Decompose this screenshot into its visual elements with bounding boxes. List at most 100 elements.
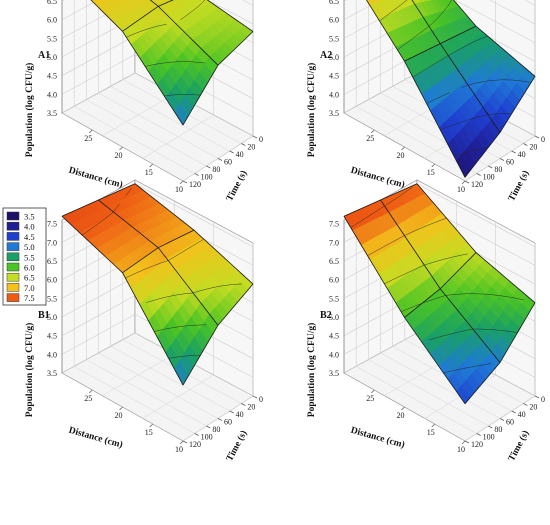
y-tick-mark	[206, 165, 211, 169]
x-axis-label: Distance (cm)	[67, 425, 124, 451]
y-tick-label: 20	[247, 143, 255, 152]
x-tick-label: 25	[366, 134, 374, 143]
y-axis-label: Time (s)	[224, 169, 249, 204]
contour-segment	[392, 7, 398, 12]
legend-swatch	[6, 272, 20, 282]
legend-swatch	[6, 211, 20, 221]
grid-line	[86, 99, 207, 167]
legend-label: 4.0	[24, 222, 35, 232]
grid-line	[368, 359, 489, 427]
y-tick-label: 120	[189, 440, 201, 449]
surface	[366, 0, 536, 178]
contour-segment	[451, 332, 458, 334]
contour-segment	[383, 243, 389, 248]
x-tick-mark	[461, 440, 466, 445]
contour-segment	[432, 297, 439, 300]
contour-segment	[469, 40, 476, 45]
colour-legend: 3.54.04.55.05.56.06.57.07.5	[2, 207, 47, 306]
contour-segment	[422, 67, 429, 72]
contour-segment	[404, 232, 411, 236]
contour-segment	[384, 280, 391, 284]
z-tick-label: 4.5	[47, 332, 57, 341]
contour-segment	[407, 186, 413, 191]
contour-segment	[383, 16, 386, 18]
contour-segment	[367, 252, 373, 256]
contour-segment	[200, 288, 208, 292]
contour-segment	[158, 23, 167, 27]
z-tick-label: 6.0	[329, 16, 339, 25]
x-tick-label: 15	[427, 168, 435, 177]
contour-segment	[518, 80, 528, 83]
y-tick-label: 60	[506, 158, 514, 167]
contour-segment	[421, 225, 428, 228]
z-tick-label: 6.5	[329, 257, 339, 266]
z-tick-label: 5.0	[329, 313, 339, 322]
z-tick-label: 4.5	[329, 72, 339, 81]
x-tick-label: 10	[175, 185, 183, 194]
grid-line	[74, 366, 195, 434]
contour-segment	[442, 333, 451, 337]
contour-segment	[466, 118, 472, 121]
contour-segment	[168, 356, 178, 359]
mesh-line	[380, 199, 501, 363]
contour-segment	[151, 25, 159, 28]
contour-segment	[136, 269, 143, 273]
mesh-line	[98, 199, 219, 326]
contour-segment	[401, 272, 408, 276]
x-tick-mark	[89, 389, 93, 394]
contour-segment	[475, 81, 484, 84]
contour-segment	[465, 328, 473, 331]
z-tick-label: 3.5	[329, 369, 339, 378]
y-tick-mark	[511, 150, 516, 154]
surface-patch	[98, 0, 108, 4]
contour-segment	[459, 120, 467, 123]
x-tick-mark	[179, 440, 184, 445]
panel-label: A1	[38, 50, 50, 61]
contour-segment	[437, 258, 446, 262]
contour-segment	[452, 255, 460, 258]
contour-segment	[473, 116, 481, 119]
surface-panel-a1: 3.54.04.55.05.56.06.57.07.52520151002040…	[24, 0, 263, 203]
contour-segment	[456, 369, 459, 371]
legend-swatch	[6, 232, 20, 241]
contour-segment	[126, 34, 133, 38]
contour-segment	[388, 10, 393, 15]
y-tick-mark	[476, 173, 481, 176]
z-tick-label: 4.5	[329, 332, 339, 341]
surface-panel-b1: 3.54.04.55.05.56.06.57.07.52520151002040…	[24, 179, 263, 463]
z-tick-label: 6.5	[329, 0, 339, 6]
y-tick-label: 20	[247, 403, 255, 412]
contour-segment	[144, 27, 152, 31]
contour-segment	[384, 202, 390, 207]
contour-segment	[428, 22, 434, 27]
grid-line	[416, 183, 536, 247]
contour-segment	[445, 294, 454, 296]
x-axis-label: Distance (cm)	[349, 425, 406, 451]
mesh-line	[206, 0, 254, 32]
contour-segment	[193, 242, 199, 246]
contour-segment	[142, 267, 149, 271]
contour-segment	[193, 6, 199, 11]
contour-segment	[175, 293, 185, 296]
x-tick-label: 20	[397, 411, 405, 420]
contour-segment	[453, 153, 462, 157]
contour-segment	[468, 149, 476, 153]
legend-label: 4.5	[24, 232, 35, 242]
z-axis-label: Population (log CFU/g)	[306, 63, 317, 157]
y-tick-label: 100	[483, 173, 495, 182]
contour-segment	[202, 0, 206, 3]
surface-panel-b2: 3.54.04.55.05.56.06.57.07.52520151002040…	[306, 179, 545, 463]
z-tick-label: 5.5	[47, 294, 57, 303]
y-tick-label: 40	[518, 150, 526, 159]
contour-segment	[395, 275, 402, 279]
contour-segment	[154, 63, 161, 65]
z-tick-label: 5.5	[329, 34, 339, 43]
contour-segment	[223, 284, 233, 286]
contour-segment	[407, 306, 414, 310]
panel-label: A2	[320, 50, 332, 61]
surface-panel-a2: 3.54.04.55.05.56.06.57.07.52520151002040…	[306, 0, 545, 203]
contour-segment	[504, 330, 510, 332]
contour-segment	[471, 118, 474, 120]
mesh-line	[366, 0, 466, 178]
